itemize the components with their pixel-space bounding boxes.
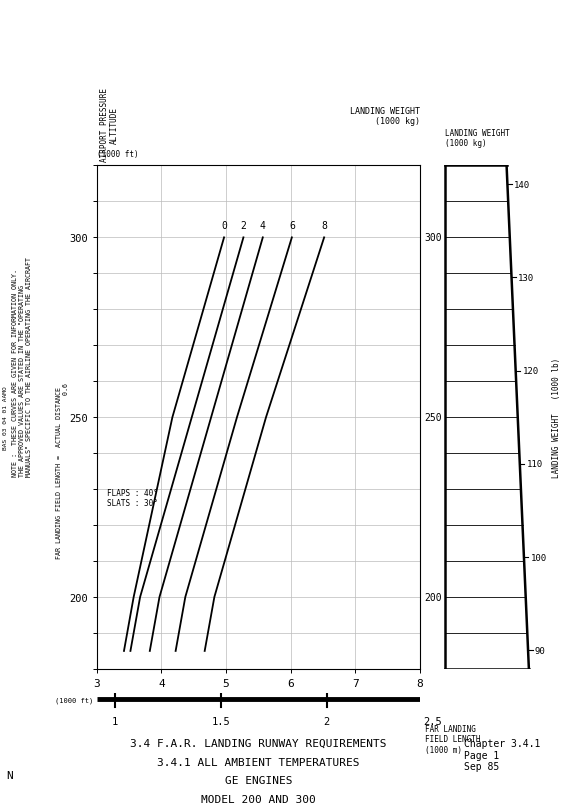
Text: 3.4.1 ALL AMBIENT TEMPERATURES: 3.4.1 ALL AMBIENT TEMPERATURES [157, 757, 359, 766]
Text: LANDING WEIGHT   (1000 lb): LANDING WEIGHT (1000 lb) [552, 358, 561, 478]
Text: Chapter 3.4.1
Page 1
Sep 85: Chapter 3.4.1 Page 1 Sep 85 [464, 738, 540, 771]
Text: 100: 100 [531, 553, 546, 562]
Text: 1.5: 1.5 [211, 715, 230, 726]
Text: 6: 6 [289, 221, 295, 231]
Text: GE ENGINES: GE ENGINES [225, 775, 292, 785]
Text: 300: 300 [424, 233, 442, 243]
Text: 3.4 F.A.R. LANDING RUNWAY REQUIREMENTS: 3.4 F.A.R. LANDING RUNWAY REQUIREMENTS [130, 738, 386, 748]
Text: 90: 90 [535, 646, 545, 655]
Text: 140: 140 [514, 180, 530, 190]
Text: AIRPORT PRESSURE
ALTITUDE: AIRPORT PRESSURE ALTITUDE [100, 88, 119, 162]
Text: 110: 110 [527, 460, 542, 469]
Text: N: N [6, 770, 12, 780]
Text: (1000 ft): (1000 ft) [55, 696, 94, 703]
Text: MODEL 200 AND 300: MODEL 200 AND 300 [201, 794, 316, 804]
Text: 2: 2 [241, 221, 247, 231]
Text: 2.5: 2.5 [423, 715, 442, 726]
Text: 120: 120 [522, 367, 538, 375]
Text: FAR LANDING
FIELD LENGTH
(1000 m): FAR LANDING FIELD LENGTH (1000 m) [425, 723, 480, 753]
Text: 1: 1 [112, 715, 118, 726]
Text: 8: 8 [321, 221, 327, 231]
Text: (1000 ft): (1000 ft) [96, 150, 138, 159]
Text: 250: 250 [424, 413, 442, 423]
Text: 200: 200 [424, 592, 442, 603]
Text: 0: 0 [221, 221, 227, 231]
Text: LANDING WEIGHT
(1000 kg): LANDING WEIGHT (1000 kg) [446, 129, 510, 148]
Text: NOTE :  THESE CURVES ARE GIVEN FOR INFORMATION ONLY.
THE APPROVED VALUES ARE STA: NOTE : THESE CURVES ARE GIVEN FOR INFORM… [12, 257, 32, 477]
Text: LANDING WEIGHT
(1000 kg): LANDING WEIGHT (1000 kg) [350, 107, 420, 126]
Text: FAR LANDING FIELD LENGTH =  ACTUAL DISTANCE
                                    : FAR LANDING FIELD LENGTH = ACTUAL DISTAN… [56, 383, 69, 558]
Text: 130: 130 [518, 273, 534, 282]
Text: FLAPS : 40°
SLATS : 30°: FLAPS : 40° SLATS : 30° [107, 488, 157, 508]
Text: BAS 03 04 01 AAMO: BAS 03 04 01 AAMO [3, 386, 8, 449]
Text: 2: 2 [323, 715, 330, 726]
Text: 4: 4 [260, 221, 266, 231]
